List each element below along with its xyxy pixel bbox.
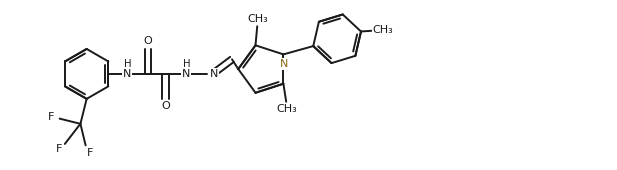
Text: F: F: [56, 144, 62, 154]
Text: F: F: [86, 148, 93, 158]
Text: N: N: [280, 59, 288, 69]
Text: N: N: [210, 69, 218, 79]
Text: CH₃: CH₃: [373, 25, 394, 35]
Text: CH₃: CH₃: [276, 104, 297, 114]
Text: N: N: [123, 69, 131, 79]
Text: H: H: [183, 58, 190, 69]
Text: F: F: [48, 112, 54, 122]
Text: O: O: [144, 36, 152, 46]
Text: O: O: [161, 101, 170, 112]
Text: H: H: [123, 58, 131, 69]
Text: CH₃: CH₃: [247, 14, 268, 24]
Text: N: N: [182, 69, 190, 79]
